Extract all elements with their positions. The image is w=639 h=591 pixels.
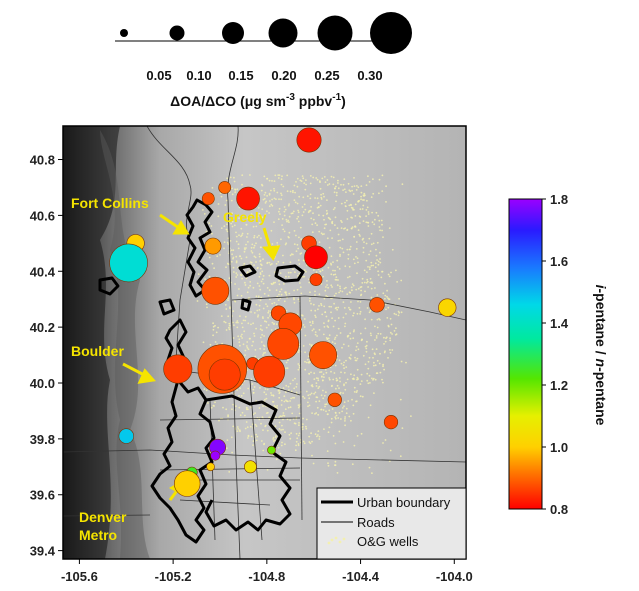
data-point <box>304 245 328 270</box>
y-tick-label: 40.6 <box>30 208 55 223</box>
legend-urban-label: Urban boundary <box>357 495 451 510</box>
x-tick-label: -104.8 <box>248 569 285 584</box>
color-bar-label: i-pentane / n-pentane <box>593 285 609 426</box>
callout-boulder: Boulder <box>71 343 124 359</box>
map-legend-box <box>316 487 467 560</box>
data-point <box>296 127 322 153</box>
size-legend-value: 0.10 <box>186 68 211 83</box>
data-point <box>243 460 257 474</box>
y-tick-label: 39.6 <box>30 488 55 503</box>
data-point <box>208 358 241 391</box>
color-bar-tick-label: 1.2 <box>550 378 568 393</box>
foothill-shade <box>100 130 150 559</box>
data-point <box>369 297 385 313</box>
callout-metro: Metro <box>79 527 117 543</box>
data-point <box>236 186 260 211</box>
legend-wells-symbol <box>327 536 346 545</box>
size-legend-dot-4 <box>268 18 298 48</box>
map-plot-area: Fort Collins Greely Boulder Denver Metro… <box>30 125 473 584</box>
color-bar-tick-label: 1.4 <box>550 316 569 331</box>
x-tick-label: -104.4 <box>342 569 380 584</box>
x-axis: -105.6 -105.2 -104.8 -104.4 -104.0 <box>61 559 473 584</box>
callout-greely: Greely <box>223 209 267 225</box>
data-point <box>118 428 135 444</box>
callout-fort-collins: Fort Collins <box>71 195 149 211</box>
legend-roads-label: Roads <box>357 515 395 530</box>
size-legend: 0.05 0.10 0.15 0.20 0.25 0.30 ΔOA/ΔCO (μ… <box>115 12 412 109</box>
size-legend-dot-6 <box>370 12 412 54</box>
legend-wells-label: O&G wells <box>357 534 419 549</box>
x-tick-label: -105.6 <box>61 569 98 584</box>
size-legend-value: 0.25 <box>314 68 339 83</box>
color-bar-tick-label: 1.0 <box>550 440 568 455</box>
color-bar-ticks: 1.8 1.6 1.4 1.2 1.0 0.8 <box>542 192 569 517</box>
y-axis: 40.8 40.6 40.4 40.2 40.0 39.8 39.6 39.4 <box>30 153 63 559</box>
size-legend-dot-2 <box>169 25 185 41</box>
size-legend-dot-1 <box>120 29 128 37</box>
data-point <box>201 276 230 305</box>
map-legend: Urban boundary Roads O&G wells <box>316 487 467 560</box>
callout-denver: Denver <box>79 509 127 525</box>
x-tick-label: -104.0 <box>436 569 473 584</box>
data-point <box>163 354 193 384</box>
data-points <box>109 127 457 497</box>
data-point <box>210 450 221 461</box>
size-legend-value: 0.15 <box>228 68 253 83</box>
plot-frame <box>62 125 467 560</box>
y-tick-label: 40.8 <box>30 153 55 168</box>
size-legend-value: 0.30 <box>357 68 382 83</box>
data-point <box>174 470 201 497</box>
data-point <box>204 237 222 255</box>
color-bar-tick-label: 1.6 <box>550 254 568 269</box>
size-legend-dot-3 <box>222 22 244 44</box>
y-tick-label: 39.4 <box>30 544 56 559</box>
data-point <box>309 273 323 286</box>
size-legend-value: 0.05 <box>146 68 171 83</box>
data-point <box>438 298 457 317</box>
roads <box>63 126 466 559</box>
data-point <box>383 415 399 430</box>
data-point <box>267 445 276 455</box>
y-tick-label: 40.0 <box>30 376 55 391</box>
size-legend-label: ΔOA/ΔCO (μg sm-3 ppbv-1) <box>170 92 346 109</box>
x-tick-label: -105.2 <box>155 569 192 584</box>
size-legend-dot-5 <box>317 15 353 51</box>
y-tick-label: 40.2 <box>30 320 55 335</box>
y-tick-label: 39.8 <box>30 432 55 447</box>
data-point <box>206 462 215 472</box>
data-point <box>327 392 342 407</box>
size-legend-value: 0.20 <box>271 68 296 83</box>
data-point <box>201 192 215 205</box>
y-tick-label: 40.4 <box>30 264 56 279</box>
color-bar: 1.8 1.6 1.4 1.2 1.0 0.8 i-pentane / n-pentane <box>508 192 609 517</box>
color-bar-gradient <box>508 198 543 510</box>
data-point <box>253 355 286 388</box>
color-bar-tick-label: 1.8 <box>550 192 568 207</box>
color-bar-tick-label: 0.8 <box>550 502 568 517</box>
data-point <box>218 181 232 194</box>
data-point <box>109 243 148 283</box>
data-point <box>309 341 338 370</box>
data-point <box>267 327 300 360</box>
